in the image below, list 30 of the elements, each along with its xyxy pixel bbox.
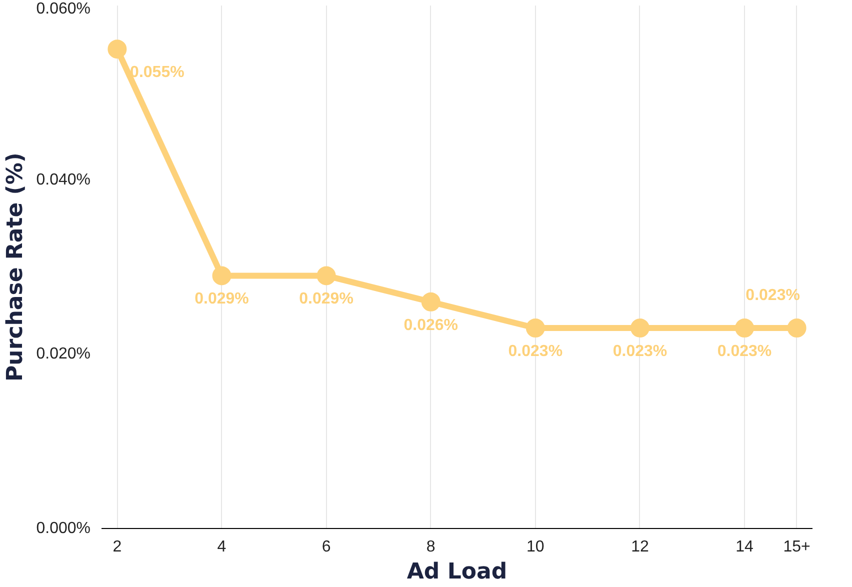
y-tick-label: 0.000% [36, 520, 90, 537]
point [421, 292, 440, 312]
data-label: 0.023% [508, 343, 563, 360]
data-label: 0.029% [194, 290, 249, 308]
x-tick-label: 15+ [783, 538, 810, 556]
data-label: 0.026% [404, 316, 458, 334]
point [316, 266, 336, 286]
y-tick-label: 0.060% [36, 0, 90, 18]
x-tick-label: 6 [322, 538, 331, 556]
x-tick-label: 14 [736, 538, 754, 556]
point [108, 40, 127, 59]
point [212, 266, 232, 286]
data-label: 0.055% [130, 64, 184, 82]
data-label: 0.023% [717, 343, 772, 360]
x-axis-title: Ad Load [406, 560, 508, 584]
y-tick-label: 0.040% [36, 171, 90, 188]
point [526, 318, 545, 338]
x-tick-label: 10 [526, 538, 544, 556]
x-tick-label: 4 [217, 538, 226, 556]
x-tick-label: 12 [631, 538, 649, 556]
point [630, 318, 650, 338]
point [787, 318, 806, 338]
x-tick-label: 8 [426, 538, 436, 556]
x-tick-label: 2 [112, 538, 122, 556]
data-label: 0.029% [299, 290, 354, 308]
data-label: 0.023% [612, 343, 668, 360]
point [735, 318, 754, 338]
y-tick-label: 0.020% [36, 346, 90, 363]
y-axis-title: Purchase Rate (%) [3, 152, 28, 382]
data-label: 0.023% [746, 287, 800, 304]
